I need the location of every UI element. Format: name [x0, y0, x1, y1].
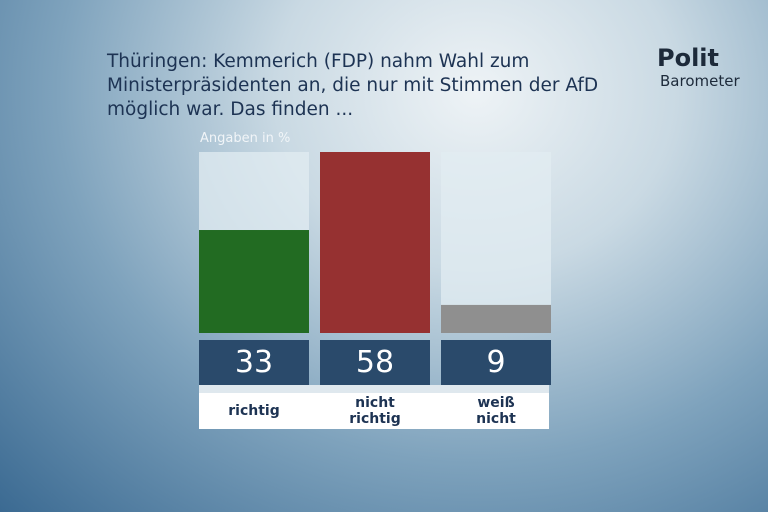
label-strip [199, 393, 549, 429]
bar [441, 304, 551, 333]
value-label: 58 [355, 345, 395, 380]
value-box [320, 340, 430, 385]
value-label: 33 [234, 345, 274, 380]
logo-text: Barometer [660, 72, 740, 90]
subtitle: Angaben in % [200, 131, 291, 146]
bar [320, 152, 430, 333]
logo-text: Polit [657, 44, 720, 72]
value-box [441, 340, 551, 385]
value-box [199, 340, 309, 385]
bar [199, 230, 309, 333]
bar-track [441, 152, 551, 333]
category-label: weiß nicht [476, 394, 516, 427]
chart-title: Thüringen: Kemmerich (FDP) nahm Wahl zum… [107, 51, 599, 120]
category-label: nicht richtig [349, 394, 401, 427]
category-label: richtig [228, 402, 280, 419]
separator [199, 385, 549, 393]
value-label: 9 [486, 345, 506, 380]
